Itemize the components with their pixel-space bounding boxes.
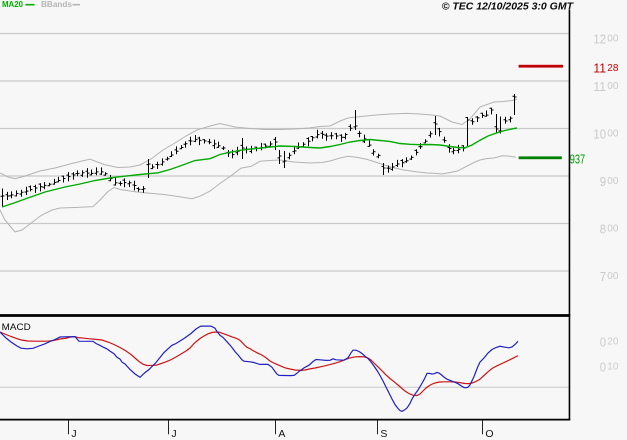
svg-text:J: J: [71, 428, 76, 440]
svg-text:7: 7: [600, 269, 606, 284]
svg-text:J: J: [171, 428, 176, 440]
svg-text:937: 937: [570, 151, 585, 166]
svg-text:00: 00: [607, 128, 618, 140]
svg-text:11: 11: [593, 79, 606, 94]
svg-text:MA20: MA20: [2, 0, 23, 9]
svg-text:© TEC 12/10/2025 3:0 GMT: © TEC 12/10/2025 3:0 GMT: [442, 0, 575, 12]
svg-text:O: O: [485, 428, 493, 440]
svg-text:S: S: [380, 428, 387, 440]
svg-text:00: 00: [607, 80, 618, 92]
svg-text:00: 00: [607, 223, 618, 235]
svg-text:A: A: [278, 428, 285, 440]
svg-text:0: 0: [600, 359, 606, 374]
svg-text:28: 28: [607, 62, 618, 74]
svg-text:00: 00: [607, 175, 618, 187]
svg-text:00: 00: [607, 33, 618, 45]
svg-text:11: 11: [593, 61, 606, 76]
svg-text:00: 00: [607, 270, 618, 282]
svg-text:MACD: MACD: [2, 322, 31, 333]
svg-text:12: 12: [593, 32, 606, 47]
svg-text:9: 9: [600, 174, 606, 189]
svg-text:8: 8: [600, 222, 606, 237]
svg-text:20: 20: [607, 336, 618, 348]
svg-text:10: 10: [607, 361, 618, 373]
svg-text:10: 10: [593, 127, 606, 142]
svg-text:BBands: BBands: [41, 0, 72, 9]
svg-text:0: 0: [600, 334, 606, 349]
